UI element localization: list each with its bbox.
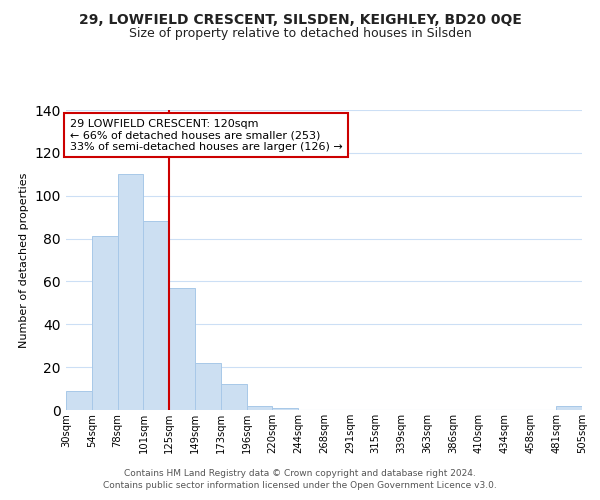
- Bar: [556, 406, 582, 410]
- Bar: [221, 384, 247, 410]
- Bar: [247, 406, 272, 410]
- Text: 29 LOWFIELD CRESCENT: 120sqm
← 66% of detached houses are smaller (253)
33% of s: 29 LOWFIELD CRESCENT: 120sqm ← 66% of de…: [70, 118, 343, 152]
- Text: Contains HM Land Registry data © Crown copyright and database right 2024.: Contains HM Land Registry data © Crown c…: [124, 468, 476, 477]
- Bar: [66, 390, 92, 410]
- Bar: [118, 174, 143, 410]
- Bar: [143, 222, 169, 410]
- Bar: [169, 288, 195, 410]
- Text: Contains public sector information licensed under the Open Government Licence v3: Contains public sector information licen…: [103, 481, 497, 490]
- Bar: [272, 408, 298, 410]
- Bar: [195, 363, 221, 410]
- Text: Size of property relative to detached houses in Silsden: Size of property relative to detached ho…: [128, 28, 472, 40]
- Text: 29, LOWFIELD CRESCENT, SILSDEN, KEIGHLEY, BD20 0QE: 29, LOWFIELD CRESCENT, SILSDEN, KEIGHLEY…: [79, 12, 521, 26]
- Y-axis label: Number of detached properties: Number of detached properties: [19, 172, 29, 348]
- Bar: [92, 236, 118, 410]
